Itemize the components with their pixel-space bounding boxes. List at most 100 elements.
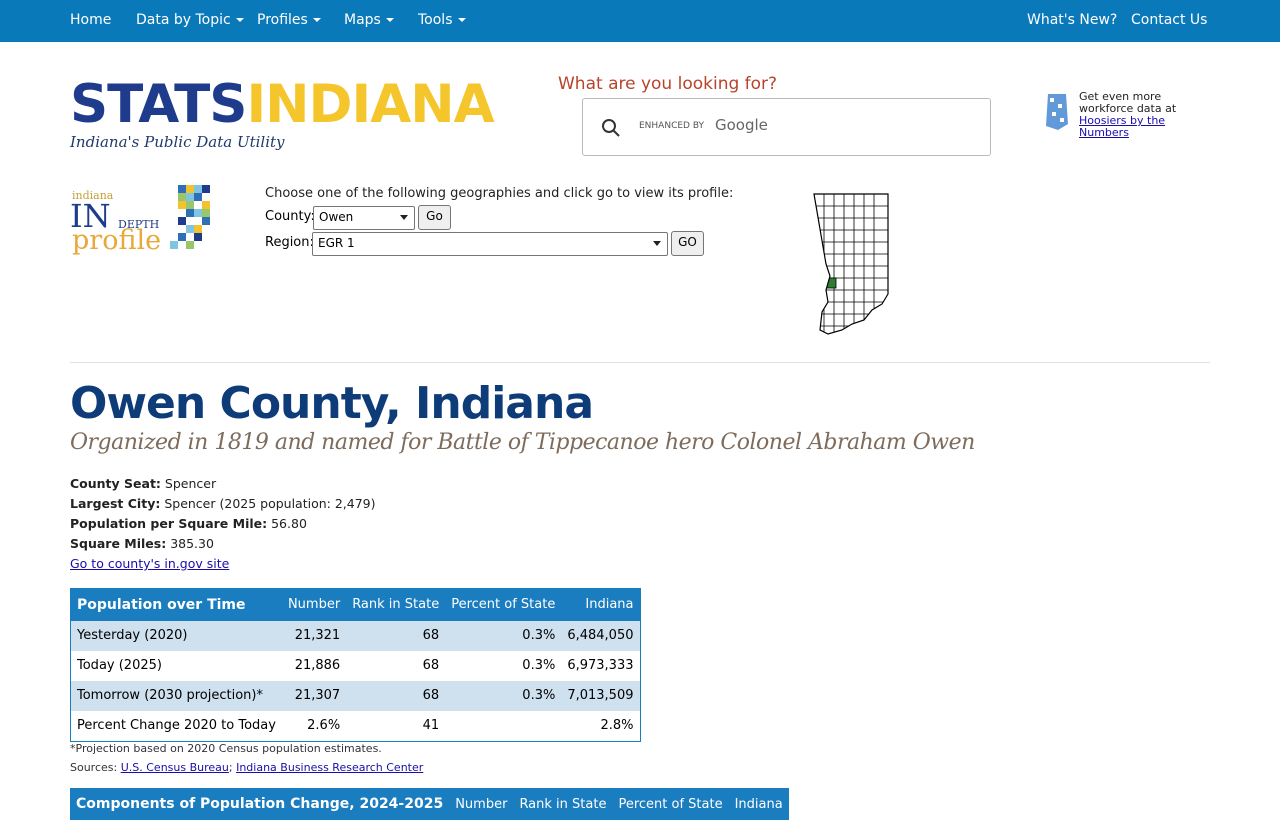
- nav-profiles[interactable]: Profiles: [257, 12, 321, 28]
- header-row: Components of Population Change, 2024-20…: [70, 788, 789, 820]
- header-cell: Components of Population Change, 2024-20…: [76, 796, 444, 812]
- search-icon: [602, 119, 620, 137]
- header-cell: Number: [455, 796, 508, 812]
- county-link[interactable]: Go to county's in.gov site: [70, 556, 230, 571]
- region-label: Region:: [265, 235, 314, 250]
- cell: Today (2025): [77, 658, 162, 673]
- label: Profiles: [257, 12, 308, 28]
- data-row: Percent Change 2020 to Today 2.6% 41 2.8%: [70, 710, 640, 742]
- search-box[interactable]: ENHANCED BY Google: [582, 98, 991, 156]
- logo-depth: DEPTH: [118, 218, 160, 231]
- region-select[interactable]: EGR 1: [312, 232, 668, 256]
- header-cell: Percent of State: [618, 796, 723, 812]
- cell: 68: [422, 628, 440, 643]
- cell: [445, 711, 561, 742]
- header-row: Population over Time Number Rank in State P…: [70, 588, 640, 621]
- cell: 0.3%: [522, 688, 556, 703]
- cell: 7,013,509: [567, 688, 634, 703]
- divider: [70, 362, 1210, 363]
- county-label: County:: [265, 209, 315, 224]
- fact-label: Square Miles:: [70, 536, 167, 551]
- cell: 21,886: [294, 658, 341, 673]
- cell: Percent Change 2020 to Today: [77, 718, 276, 733]
- cell: 68: [422, 658, 440, 673]
- fact-value: Spencer: [164, 476, 217, 491]
- indiana-map: [813, 193, 889, 335]
- nav-contact[interactable]: Contact Us: [1131, 12, 1208, 28]
- fact-value: Spencer (2025 population: 2,479): [164, 496, 376, 511]
- header-cell: Rank in State: [352, 597, 440, 613]
- promo-link[interactable]: Hoosiers by the Numbers: [1079, 114, 1166, 139]
- fact-label: County Seat:: [70, 476, 161, 491]
- fact: Largest City: Spencer (2025 population: …: [70, 494, 376, 514]
- header-cell: Percent of State: [451, 597, 556, 613]
- search-prompt: What are you looking for?: [558, 74, 778, 94]
- logo[interactable]: STATSINDIANA: [70, 74, 495, 135]
- county-select[interactable]: Owen: [313, 206, 415, 230]
- county-go[interactable]: Go: [418, 205, 451, 230]
- cell: 68: [422, 688, 440, 703]
- logo-indiana: INDIANA: [246, 74, 494, 135]
- geo-instruction: Choose one of the following geographies …: [265, 186, 734, 201]
- source-link[interactable]: U.S. Census Bureau: [120, 761, 229, 774]
- cell: 6,484,050: [567, 628, 634, 643]
- fact: Square Miles: 385.30: [70, 534, 376, 554]
- header-cell: Number: [287, 597, 341, 613]
- cell: Yesterday (2020): [77, 628, 188, 643]
- profile-mosaic: [170, 185, 210, 249]
- cell: 41: [422, 718, 440, 733]
- sources: Sources: U.S. Census Bureau; Indiana Bus…: [70, 761, 423, 774]
- logo-small: indiana: [72, 189, 114, 202]
- facts: County Seat: Spencer Largest City: Spenc…: [70, 474, 376, 574]
- cell: 2.6%: [307, 718, 341, 733]
- fact-value: 56.80: [271, 516, 307, 531]
- county-title: Owen County, Indiana: [70, 378, 594, 429]
- population-table: Population over Time Number Rank in State P…: [70, 588, 641, 742]
- source-link[interactable]: Indiana Business Research Center: [236, 761, 424, 774]
- nav-tools[interactable]: Tools: [418, 12, 466, 28]
- cell: 0.3%: [522, 658, 556, 673]
- tagline: Indiana's Public Data Utility: [70, 133, 285, 151]
- nav-bar: Home Data by Topic Profiles Maps Tools W…: [0, 0, 1280, 42]
- region-value: EGR 1: [318, 236, 355, 250]
- cell: 21,307: [294, 688, 341, 703]
- table-note: *Projection based on 2020 Census populat…: [70, 742, 382, 755]
- google: Google: [715, 116, 768, 134]
- components-table: Components of Population Change, 2024-20…: [70, 788, 789, 820]
- fact-value: 385.30: [170, 536, 214, 551]
- county-subtitle: Organized in 1819 and named for Battle o…: [70, 430, 975, 455]
- header-cell: Population over Time: [77, 596, 246, 613]
- cell: Tomorrow (2030 projection)*: [77, 688, 263, 703]
- fact: County Seat: Spencer: [70, 474, 376, 494]
- nav-whats-new[interactable]: What's New?: [1027, 12, 1118, 28]
- logo-in: IN: [70, 197, 111, 235]
- fact-label: Largest City:: [70, 496, 161, 511]
- profile-logo: indiana IN DEPTH profile: [70, 185, 215, 265]
- separator: ;: [228, 761, 233, 774]
- header-cell: Indiana: [585, 597, 634, 613]
- cell: 0.3%: [522, 628, 556, 643]
- nav-topic[interactable]: Data by Topic: [136, 12, 244, 28]
- cell: 6,973,333: [567, 658, 634, 673]
- header-cell: Rank in State: [519, 796, 607, 812]
- logo-profile: profile: [72, 225, 162, 256]
- enhanced: ENHANCED BY: [639, 121, 705, 131]
- promo-icon: [1046, 94, 1068, 130]
- cell: 2.8%: [600, 718, 634, 733]
- label: Tools: [418, 12, 453, 28]
- data-row: Tomorrow (2030 projection)* 21,307 68 0.3% 7…: [70, 680, 640, 711]
- promo: Get even more workforce data at Hoosiers…: [1079, 91, 1214, 139]
- fact-label: Population per Square Mile:: [70, 516, 268, 531]
- nav-home[interactable]: Home: [70, 12, 112, 28]
- fact: Population per Square Mile: 56.80: [70, 514, 376, 534]
- region-go[interactable]: GO: [671, 231, 704, 256]
- nav-maps[interactable]: Maps: [344, 12, 394, 28]
- label: Maps: [344, 12, 381, 28]
- header-cell: Indiana: [734, 796, 783, 812]
- label: Data by Topic: [136, 12, 231, 28]
- logo-stats: STATS: [70, 74, 247, 135]
- cell: 21,321: [294, 628, 341, 643]
- promo-text: Get even more workforce data at: [1079, 90, 1177, 115]
